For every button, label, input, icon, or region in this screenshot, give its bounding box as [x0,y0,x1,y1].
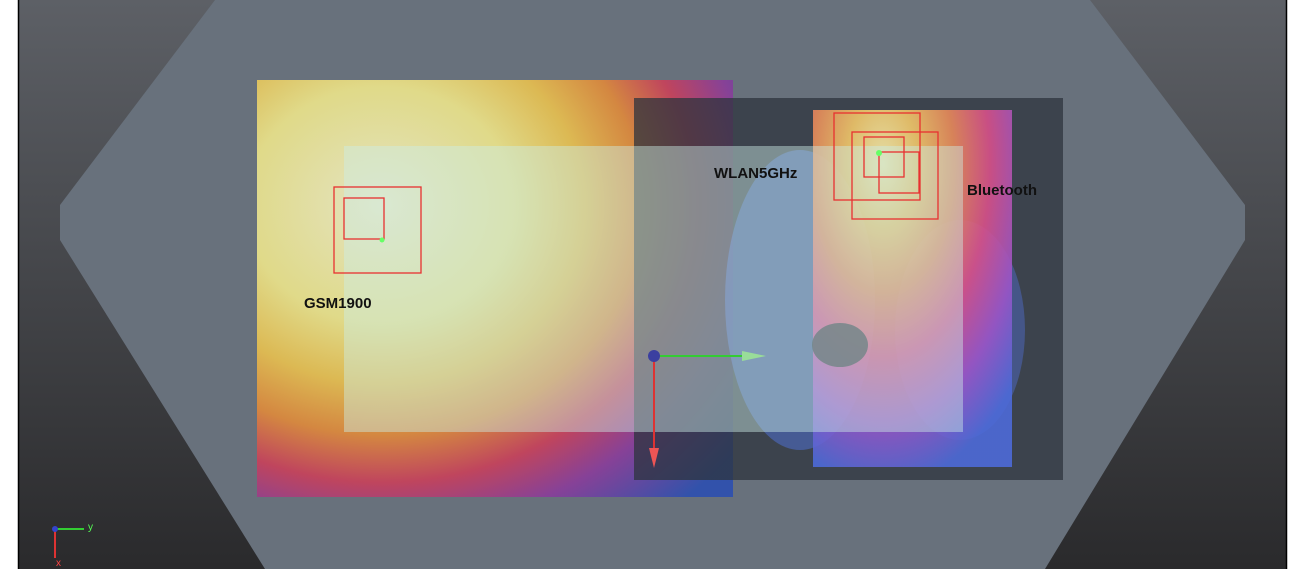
cube [878,151,920,194]
y-axis-head [742,351,766,361]
triad-y-label: y [88,522,93,533]
triad-x-label: x [56,558,61,569]
cube [851,131,939,220]
wlan-label: WLAN5GHz [714,165,797,182]
field-minimum [812,323,868,367]
bluetooth-label: Bluetooth [967,182,1037,199]
peak-cubes [333,112,939,274]
peak-point [876,150,882,156]
x-axis-head [649,448,659,468]
peak-point [379,237,385,243]
bluetooth-scan-area [813,110,1012,467]
cube [333,186,422,274]
cube [863,136,905,178]
cube [833,112,921,201]
triad-origin [52,526,58,532]
origin [648,350,660,362]
gsm-label: GSM1900 [304,295,372,312]
cube [343,197,385,240]
